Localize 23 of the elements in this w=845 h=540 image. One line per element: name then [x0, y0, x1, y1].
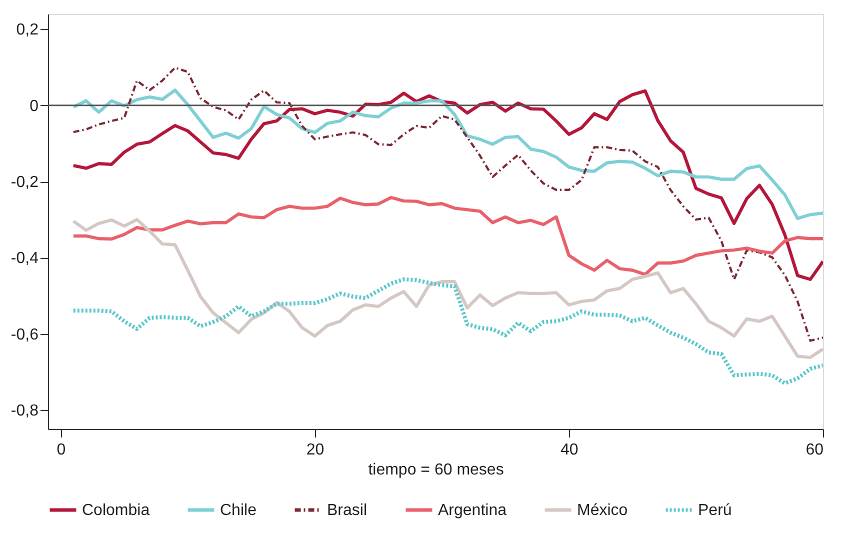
y-tick-label: -0,8	[10, 402, 39, 420]
line-series	[72, 89, 823, 281]
line-series	[72, 88, 823, 220]
line-series	[72, 218, 823, 360]
y-tick-label: -0,6	[10, 326, 39, 344]
x-tick-label: 40	[560, 442, 578, 458]
y-tick-label: 0	[30, 98, 39, 115]
legend-label: Perú	[698, 502, 732, 519]
legend-label: Brasil	[327, 502, 368, 519]
x-tick-label: 0	[56, 442, 66, 458]
x-axis-title: tiempo = 60 meses	[368, 462, 504, 478]
x-tick-label: 20	[306, 442, 324, 458]
x-tick-label: 60	[806, 442, 824, 458]
line-series	[71, 277, 823, 386]
y-tick-label: -0,2	[10, 174, 39, 192]
y-tick-label: -0,4	[10, 250, 39, 268]
y-tick-label: 0,2	[16, 22, 39, 39]
legend-label: México	[577, 502, 628, 519]
legend-label: Colombia	[82, 502, 150, 519]
legend-label: Chile	[220, 502, 257, 519]
line-series	[72, 196, 823, 276]
line-series	[72, 66, 823, 342]
legend-label: Argentina	[438, 502, 507, 519]
